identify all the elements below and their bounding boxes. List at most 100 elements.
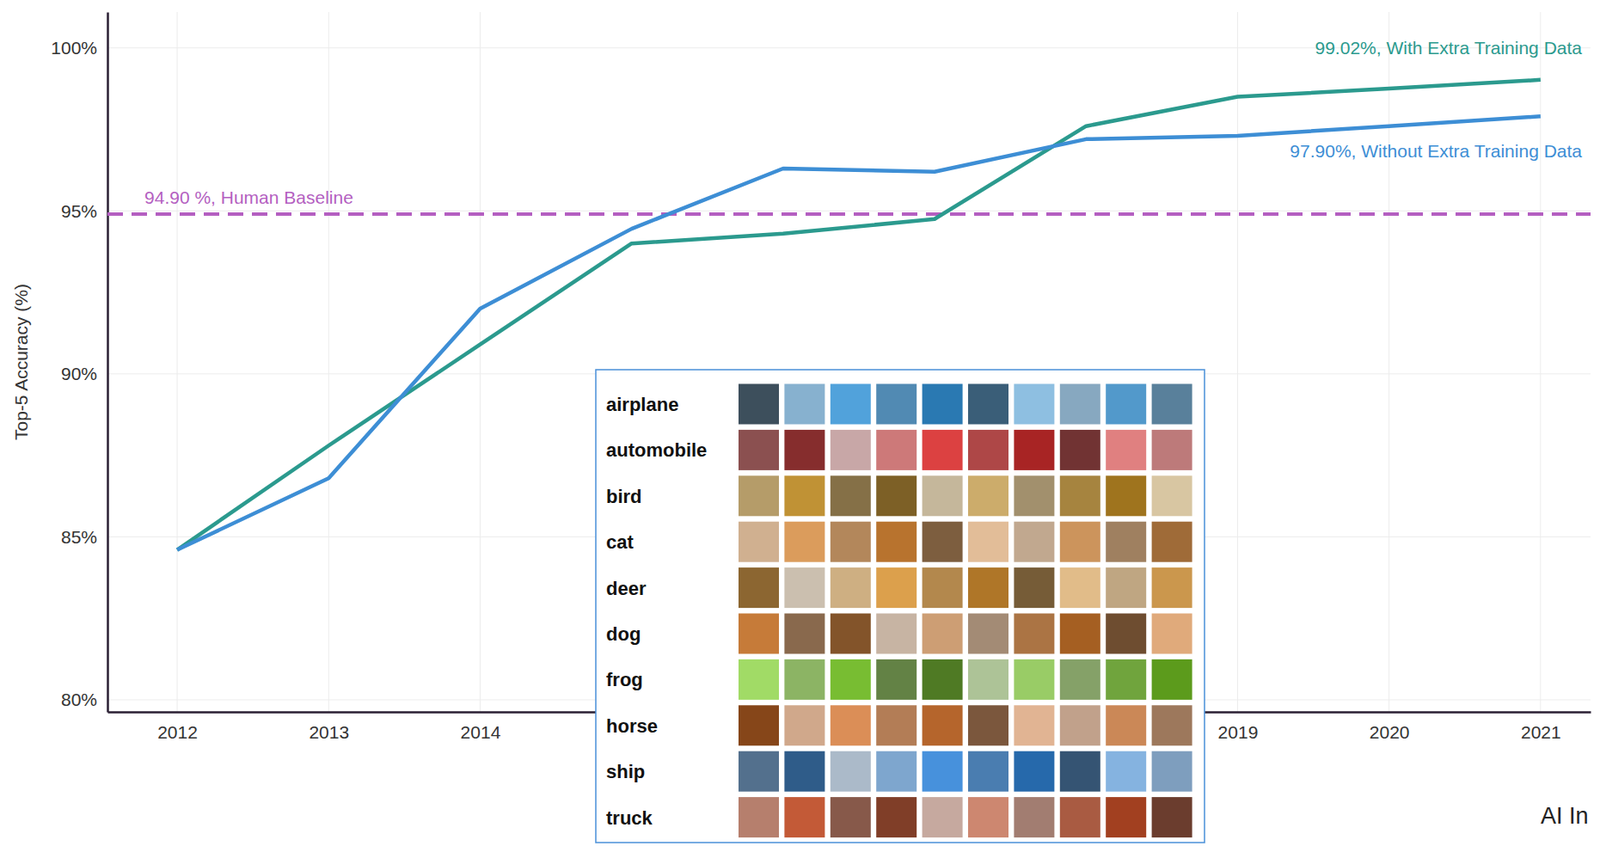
inset: airplaneautomobilebirdcatdeerdogfroghors… — [595, 369, 1205, 843]
y-tick-label: 100% — [50, 37, 98, 58]
thumbnail — [968, 704, 1009, 746]
thumbnail — [922, 384, 963, 425]
axis-line — [106, 12, 110, 713]
thumbnail — [876, 659, 917, 700]
labels: 94.90 %, Human Baseline99.02%, With Extr… — [144, 37, 1582, 208]
thumbnail — [1152, 659, 1193, 700]
thumbnail — [876, 796, 917, 838]
thumbnail — [922, 796, 963, 838]
thumbnail — [1060, 567, 1101, 608]
thumbnail — [738, 751, 779, 792]
inset-label: automobile — [606, 439, 707, 461]
thumbnail — [968, 475, 1009, 516]
thumbnail — [1060, 613, 1101, 655]
series-line — [177, 116, 1541, 550]
thumbnail — [1060, 659, 1101, 700]
thumbnail — [1105, 521, 1147, 563]
thumbnail — [1152, 751, 1193, 792]
thumbnail — [784, 429, 825, 471]
x-tick-label: 2019 — [1218, 722, 1259, 742]
grid-line — [1237, 12, 1239, 712]
thumbnail — [968, 751, 1009, 792]
grid-line — [177, 12, 178, 712]
thumbnail — [784, 751, 825, 792]
inset-label: frog — [606, 668, 644, 691]
thumbnail — [876, 613, 917, 655]
thumbnail — [738, 429, 779, 471]
thumbnail — [1013, 751, 1055, 792]
thumbnail — [738, 796, 779, 838]
thumbnail — [830, 613, 871, 655]
thumbnail — [830, 796, 871, 838]
thumbnail — [784, 521, 825, 563]
thumbnail — [922, 429, 963, 471]
thumbnail — [1060, 751, 1101, 792]
thumbnail — [738, 567, 779, 608]
thumbnail — [968, 384, 1009, 425]
thumbnail — [1152, 796, 1193, 838]
inset-frame — [595, 369, 1205, 843]
y-axis-title: Top-5 Accuracy (%) — [11, 283, 31, 441]
thumbnail — [1060, 475, 1101, 516]
thumbnail — [1105, 751, 1147, 792]
thumbnail — [1013, 384, 1055, 425]
thumbnail — [968, 613, 1009, 655]
x-tick: 2020 — [1369, 711, 1410, 742]
thumbnail — [968, 659, 1009, 700]
thumbnail — [1152, 704, 1193, 746]
thumbnail — [1105, 613, 1147, 655]
thumbnail — [1013, 475, 1055, 516]
grid-line — [328, 12, 330, 712]
thumbnail — [922, 659, 963, 700]
thumbnail — [830, 429, 871, 471]
thumbnail — [1105, 384, 1147, 425]
thumbnail — [738, 704, 779, 746]
thumbnail — [922, 751, 963, 792]
thumbnail — [1013, 796, 1055, 838]
y-tick: 100% — [50, 37, 108, 58]
thumbnail — [968, 521, 1009, 563]
thumbnail — [876, 429, 917, 471]
chart: 80%85%90%95%100%201220132014201920202021… — [0, 0, 1600, 846]
inset-label: deer — [606, 577, 647, 600]
x-tick-label: 2020 — [1369, 722, 1410, 742]
inset-label: truck — [606, 807, 654, 829]
thumbnail — [1105, 429, 1147, 471]
thumbnail — [1013, 567, 1055, 608]
thumbnail — [1060, 796, 1101, 838]
thumbnail — [830, 751, 871, 792]
y-tick: 85% — [61, 527, 108, 547]
grid-line — [1388, 12, 1390, 712]
x-tick-label: 2021 — [1520, 722, 1562, 742]
series-label: 99.02%, With Extra Training Data — [1315, 37, 1583, 58]
thumbnail — [968, 429, 1009, 471]
thumbnail — [1013, 521, 1055, 563]
thumbnail — [876, 475, 917, 516]
thumbnail — [784, 704, 825, 746]
grid-line — [107, 210, 1591, 212]
x-tick-label: 2012 — [157, 722, 198, 742]
thumbnail — [830, 475, 871, 516]
grid — [107, 12, 1591, 712]
thumbnail — [922, 567, 963, 608]
thumbnail — [1060, 429, 1101, 471]
y-tick: 95% — [61, 200, 108, 221]
thumbnail — [784, 384, 825, 425]
thumbnail — [922, 613, 963, 655]
thumbnail — [784, 613, 825, 655]
x-tick: 2013 — [308, 711, 350, 742]
inset-label: dog — [606, 623, 641, 645]
y-tick-label: 95% — [61, 200, 98, 221]
thumbnail — [830, 521, 871, 563]
y-tick-label: 80% — [61, 689, 98, 710]
thumbnail — [738, 613, 779, 655]
thumbnail — [1013, 659, 1055, 700]
footer: AI In — [1540, 803, 1589, 829]
thumbnail — [738, 475, 779, 516]
thumbnail — [784, 475, 825, 516]
thumbnail — [968, 796, 1009, 838]
thumbnail — [1013, 429, 1055, 471]
x-tick: 2019 — [1218, 711, 1259, 742]
x-tick-label: 2014 — [460, 722, 502, 742]
inset-label: airplane — [606, 393, 679, 416]
